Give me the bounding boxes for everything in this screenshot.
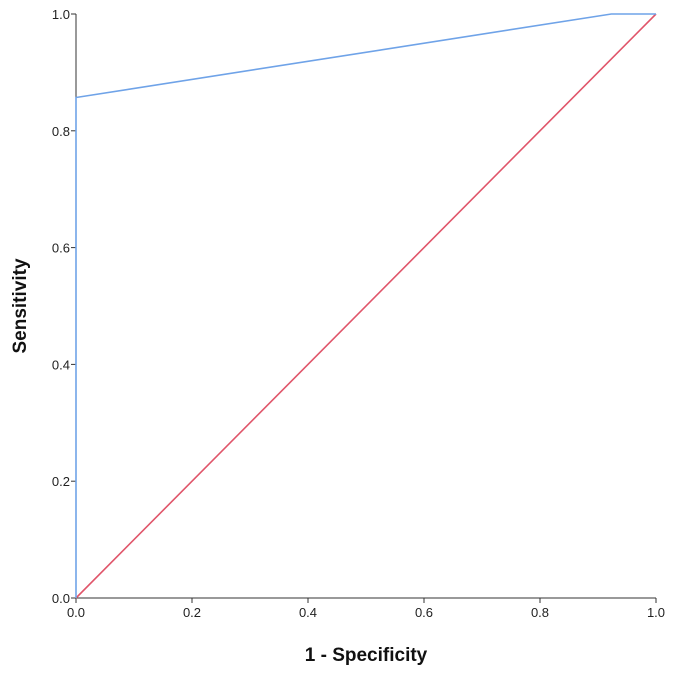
x-tick-label-2: 0.4 bbox=[299, 605, 317, 620]
x-tick-label-0: 0.0 bbox=[67, 605, 85, 620]
x-tick-label-1: 0.2 bbox=[183, 605, 201, 620]
tick-marks bbox=[71, 13, 657, 603]
x-tick-label-4: 0.8 bbox=[531, 605, 549, 620]
roc-curve-line bbox=[75, 13, 656, 598]
reference-diagonal-line bbox=[75, 13, 657, 599]
y-tick-label-2: 0.4 bbox=[52, 357, 70, 372]
y-tick-label-0: 0.0 bbox=[52, 591, 70, 606]
y-tick-label-3: 0.6 bbox=[52, 241, 70, 256]
y-tick-label-1: 0.2 bbox=[52, 474, 70, 489]
y-axis-title: Sensitivity bbox=[10, 258, 31, 353]
series-lines bbox=[75, 13, 657, 599]
x-tick-label-5: 1.0 bbox=[647, 605, 665, 620]
tick-labels: 0.0 0.2 0.4 0.6 0.8 1.0 0.0 0.2 0.4 0.6 0.8 1.0 bbox=[52, 7, 665, 620]
y-tick-label-5: 1.0 bbox=[52, 7, 70, 22]
x-tick-label-3: 0.6 bbox=[415, 605, 433, 620]
x-axis-title: 1 - Specificity bbox=[305, 645, 428, 666]
y-tick-label-4: 0.8 bbox=[52, 124, 70, 139]
